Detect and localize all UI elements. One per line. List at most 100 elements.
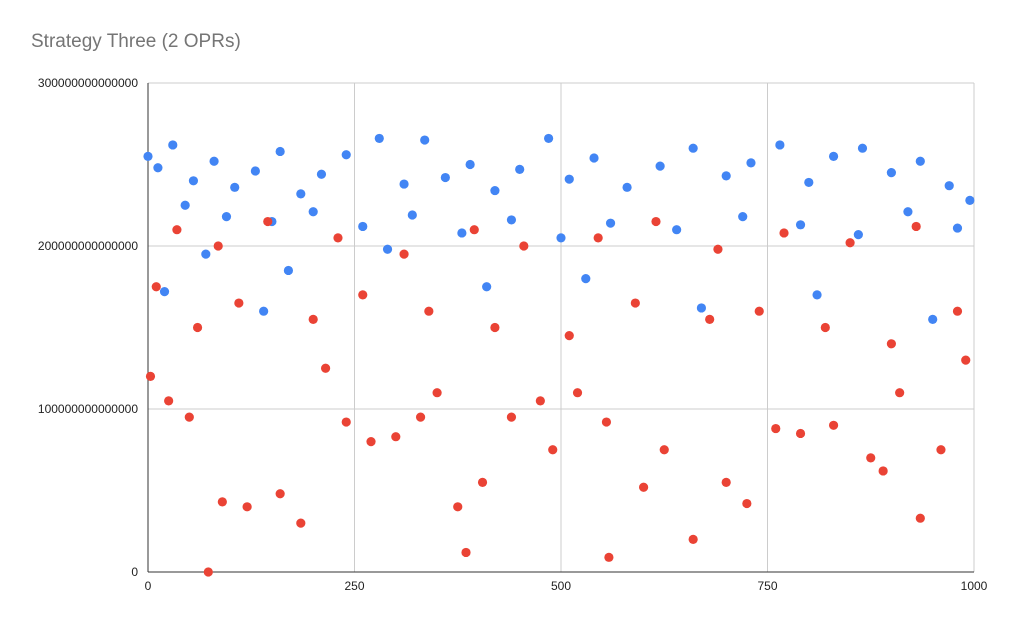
data-point <box>779 228 789 238</box>
data-point <box>721 477 731 487</box>
data-point <box>159 287 170 297</box>
data-point <box>519 241 529 251</box>
data-point <box>601 417 612 427</box>
data-point <box>746 158 756 168</box>
data-point <box>672 225 682 235</box>
data-point <box>341 417 351 427</box>
gridlines <box>148 82 975 572</box>
data-point <box>965 195 975 205</box>
data-point <box>259 306 269 316</box>
data-point <box>622 182 632 192</box>
data-point <box>911 221 921 232</box>
data-point <box>944 181 954 191</box>
data-point <box>399 179 409 189</box>
data-point <box>164 396 174 406</box>
data-point <box>604 552 614 562</box>
data-point <box>275 146 285 157</box>
data-point <box>184 412 194 422</box>
data-point <box>853 229 863 240</box>
data-point <box>915 156 925 166</box>
data-point <box>828 420 839 430</box>
data-point <box>795 220 806 230</box>
data-point <box>308 207 318 217</box>
data-point <box>506 215 517 225</box>
data-point <box>145 371 156 381</box>
data-point <box>296 518 306 528</box>
data-point <box>828 151 839 161</box>
data-point <box>605 218 616 228</box>
data-point <box>556 233 566 243</box>
data-point <box>283 265 294 276</box>
data-point <box>415 412 426 422</box>
data-point <box>407 210 417 220</box>
data-point <box>705 314 715 324</box>
data-point <box>234 298 244 308</box>
data-point <box>886 168 897 178</box>
data-point <box>424 306 434 316</box>
data-point <box>655 161 665 171</box>
data-point <box>651 216 661 227</box>
data-point <box>688 143 698 153</box>
data-point <box>548 445 558 455</box>
y-tick-label: 300000000000000 <box>38 76 138 90</box>
data-point <box>172 225 182 235</box>
data-point <box>738 212 748 222</box>
y-tick-label: 0 <box>131 565 138 579</box>
axes <box>147 83 974 573</box>
data-points <box>143 133 975 577</box>
data-point <box>564 331 574 341</box>
data-point <box>630 298 640 308</box>
data-point <box>506 412 517 422</box>
data-point <box>771 423 781 434</box>
data-point <box>168 140 178 150</box>
y-tick-label: 200000000000000 <box>38 239 138 253</box>
data-point <box>374 133 384 144</box>
data-point <box>242 502 252 512</box>
data-point <box>213 241 223 251</box>
x-tick-label: 250 <box>344 579 364 593</box>
data-point <box>564 174 574 184</box>
data-point <box>581 274 591 284</box>
data-point <box>866 453 876 463</box>
data-point <box>153 163 163 173</box>
data-point <box>820 322 830 333</box>
data-point <box>886 339 897 349</box>
data-point <box>754 306 764 316</box>
data-point <box>203 567 213 577</box>
data-point <box>544 133 554 144</box>
data-point <box>143 151 153 161</box>
x-tick-label: 750 <box>757 579 777 593</box>
data-point <box>341 150 351 160</box>
series-1 <box>143 133 975 324</box>
data-point <box>296 189 306 199</box>
data-point <box>696 303 707 313</box>
data-point <box>915 513 925 523</box>
data-point <box>275 489 285 499</box>
data-point <box>775 140 785 150</box>
data-point <box>857 143 868 153</box>
data-point <box>250 166 260 176</box>
data-point <box>903 207 913 217</box>
data-point <box>308 314 318 324</box>
x-tick-label: 500 <box>551 579 571 593</box>
data-point <box>461 547 471 558</box>
data-point <box>432 388 442 398</box>
data-point <box>453 502 463 512</box>
series-2 <box>145 216 971 577</box>
data-point <box>795 428 806 439</box>
data-point <box>804 177 814 188</box>
data-point <box>457 228 467 238</box>
data-point <box>535 396 545 406</box>
data-point <box>230 182 240 192</box>
data-point <box>515 164 525 174</box>
data-point <box>713 244 723 254</box>
data-point <box>366 437 376 447</box>
data-point <box>399 249 409 259</box>
data-point <box>192 322 203 333</box>
data-point <box>659 445 669 455</box>
data-point <box>742 498 752 509</box>
data-point <box>845 238 855 248</box>
data-point <box>952 223 963 233</box>
data-point <box>952 306 963 316</box>
